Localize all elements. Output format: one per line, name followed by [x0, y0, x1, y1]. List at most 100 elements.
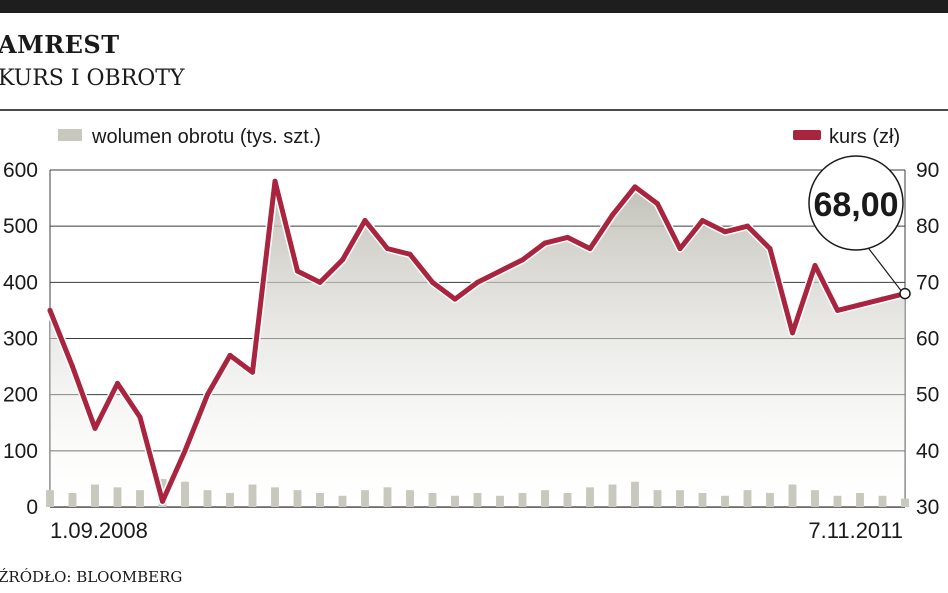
price-point: [475, 279, 480, 285]
volume-bar: [496, 495, 504, 507]
volume-bar: [316, 492, 324, 507]
price-point: [587, 246, 593, 252]
price-point: [227, 352, 233, 358]
price-point: [250, 369, 255, 375]
volume-bar: [608, 484, 617, 507]
callout-value: 68,00: [813, 186, 898, 224]
price-point: [767, 246, 773, 252]
volume-bar: [653, 490, 662, 507]
price-point: [632, 184, 638, 190]
price-point: [205, 392, 210, 398]
callout-marker: [899, 287, 911, 300]
volume-bar: [181, 481, 189, 507]
y-left-tick-label: 600: [3, 159, 38, 182]
price-point: [385, 246, 390, 252]
volume-bar: [383, 487, 392, 507]
price-point: [92, 425, 98, 431]
price-point: [857, 302, 863, 308]
y-left-tick-label: 500: [3, 215, 38, 238]
volume-bar: [113, 487, 122, 507]
price-area-fill: [50, 181, 905, 507]
y-right-tick-label: 80: [916, 215, 939, 238]
price-point: [47, 307, 53, 313]
y-left-tick-label: 300: [3, 328, 38, 351]
price-point: [745, 223, 750, 229]
y-right-tick-label: 60: [916, 328, 939, 351]
x-start-label: 1.09.2008: [50, 518, 148, 543]
price-point: [700, 218, 705, 224]
price-point: [835, 307, 840, 313]
price-point: [295, 268, 300, 274]
volume-bar: [563, 492, 572, 507]
price-point: [137, 414, 143, 420]
y-right-tick-label: 40: [916, 440, 939, 463]
price-point: [880, 296, 885, 302]
volume-bar: [361, 490, 369, 507]
volume-bar: [46, 490, 54, 507]
price-point: [497, 268, 503, 274]
y-left-tick-label: 200: [3, 384, 38, 407]
volume-bar: [293, 490, 302, 507]
price-point: [430, 279, 435, 285]
volume-bar: [698, 492, 707, 507]
price-point: [362, 218, 368, 224]
price-point: [317, 279, 323, 285]
price-point: [812, 262, 818, 268]
price-point: [340, 257, 345, 263]
y-left-tick-label: 400: [3, 271, 38, 294]
callout-leader: [865, 244, 902, 291]
price-volume-chart: wolumen obrotu (tys. szt.) kurs (zł) 600…: [3, 126, 939, 543]
price-point: [542, 240, 548, 246]
volume-bar: [136, 490, 144, 507]
volume-bar: [833, 495, 842, 507]
price-point: [407, 251, 413, 257]
y-right-tick-label: 30: [916, 496, 939, 519]
price-point: [677, 246, 683, 252]
volume-bar: [68, 492, 77, 507]
volume-bar: [878, 495, 887, 507]
y-right-tick-label: 90: [916, 159, 939, 182]
axes: 600 500 400 300 200 100 0 90 80 70 60 50 40 30 1.09.20…: [3, 159, 939, 543]
volume-bar: [676, 490, 684, 507]
price-point: [790, 330, 795, 336]
chart-subtitle: KURS I OBROTY: [0, 66, 185, 91]
legend-volume-swatch: [58, 129, 82, 141]
legend-price-label: kurs (zł): [829, 126, 900, 148]
legend-price-swatch: [793, 130, 821, 140]
volume-bar: [586, 487, 594, 507]
y-left-tick-label: 0: [26, 496, 38, 519]
volume-bar: [406, 490, 414, 507]
volume-bar: [203, 490, 212, 507]
volume-bar: [248, 484, 257, 507]
price-series: [46, 177, 908, 506]
volume-bar: [271, 487, 279, 507]
y-left-tick-label: 100: [3, 440, 38, 463]
legend-volume-label: wolumen obrotu (tys. szt.): [91, 126, 321, 148]
price-point: [722, 229, 728, 235]
callout-bubble: [808, 155, 904, 251]
volume-bar: [743, 490, 752, 507]
volume-bar: [788, 484, 797, 507]
x-end-label: 7.11.2011: [808, 518, 903, 543]
volume-bar: [226, 492, 234, 507]
volume-bar: [541, 490, 549, 507]
volume-bar: [338, 495, 347, 507]
price-point: [115, 380, 120, 386]
price-point: [565, 234, 570, 240]
volume-bar: [631, 481, 639, 507]
volume-bar: [473, 492, 482, 507]
volume-bar: [766, 492, 774, 507]
volume-bar: [428, 492, 437, 507]
volume-bar: [811, 490, 819, 507]
y-right-tick-label: 50: [916, 384, 939, 407]
volume-bar: [721, 495, 729, 507]
chart-title: AMREST: [0, 30, 120, 59]
price-point: [610, 212, 615, 218]
header-rule: [0, 109, 948, 111]
price-point: [452, 296, 458, 302]
price-callout: 68,00: [808, 155, 911, 300]
volume-bar: [901, 498, 909, 507]
source-note: ŹRÓDŁO: BLOOMBERG: [0, 568, 183, 586]
price-point: [655, 201, 660, 207]
price-point: [272, 178, 278, 184]
